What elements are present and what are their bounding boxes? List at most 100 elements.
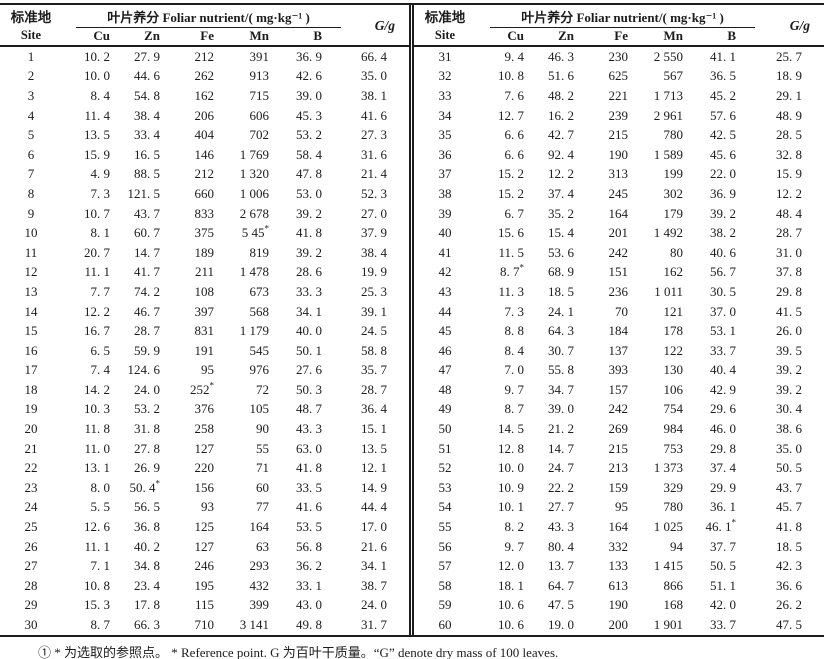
value-cell: 1 415 [653,558,683,574]
table-body: 1 10. 2 27. 9 212 391 36. 9 66. 4 2 10. 0 44. 6 26… [0,47,409,635]
value-cell: 122 [663,342,684,358]
value-cell: 56. 5 [134,499,160,515]
table-row: 25 12. 6 36. 8 125 164 53. 5 17. 0 [0,517,409,537]
value-cell: 16. 5 [134,146,160,162]
value-cell: 57. 6 [710,107,736,123]
value-cell: 95 [615,499,628,515]
value-cell: 24. 5 [361,323,387,339]
value-cell: 32. 8 [776,146,802,162]
value-cell: 95 [201,362,214,378]
reference-point-marker: * [209,380,215,391]
value-cell: 50. 5 [710,558,736,574]
value-cell: 293 [249,558,270,574]
value-cell: 20. 7 [84,244,110,260]
site-cell: 16 [24,342,38,358]
value-cell: 27. 0 [361,205,387,221]
value-cell: 1 589 [653,146,683,162]
value-cell: 66. 3 [134,617,160,633]
table-row: 55 8. 2 43. 3 164 1 025 46. 1* 41. 8 [414,517,824,537]
site-cell: 59 [438,597,452,613]
value-cell: 26. 0 [776,323,802,339]
value-cell: 6. 6 [504,127,525,143]
value-cell: 46. 0 [710,421,736,437]
value-cell: 11. 0 [84,440,110,456]
table-row: 51 12. 8 14. 7 215 753 29. 8 35. 0 [414,439,824,459]
value-cell: 50. 1 [296,342,322,358]
site-cell: 37 [438,166,452,182]
value-cell: 24. 0 [361,597,387,613]
table-row: 11 20. 7 14. 7 189 819 39. 2 38. 4 [0,243,409,263]
site-cell: 30 [24,617,38,633]
value-cell: 31. 0 [776,244,802,260]
site-cell: 6 [27,146,35,162]
nutrient-subcolumns: Cu Zn Fe Mn B [476,28,739,47]
value-cell: 164 [608,519,629,535]
value-cell: 7. 3 [90,185,111,201]
site-cell: 50 [438,421,452,437]
value-cell: 22. 0 [710,166,736,182]
nutrient-columns-header: 叶片养分 Foliar nutrient/( mg·kg⁻¹ ) Cu Zn F… [62,5,341,47]
value-cell: 48. 2 [548,87,574,103]
value-cell: 31. 6 [361,146,387,162]
value-cell: 1 006 [239,185,269,201]
reference-point-marker: * [519,263,525,273]
value-cell: 7. 3 [504,303,525,319]
site-cell: 46 [438,342,452,358]
value-cell: 88. 5 [134,166,160,182]
table-row: 44 7. 3 24. 1 70 121 37. 0 41. 5 [414,302,824,322]
tables-container: 标准地 Site 叶片养分 Foliar nutrient/( mg·kg⁻¹ … [0,3,824,637]
value-cell: 17. 0 [361,519,387,535]
site-cell: 29 [24,597,38,613]
value-cell: 43. 7 [776,479,802,495]
column-header-mn: Mn [249,28,270,43]
value-cell: 4. 9 [90,166,111,182]
value-cell: 5. 5 [90,499,111,515]
table-row: 27 7. 1 34. 8 246 293 36. 2 34. 1 [0,556,409,576]
value-cell: 7. 7 [90,283,111,299]
value-cell: 44. 6 [134,68,160,84]
site-cell: 52 [438,460,452,476]
value-cell: 38. 6 [776,421,802,437]
value-cell: 189 [194,244,215,260]
value-cell: 2 550 [653,48,683,64]
value-cell: 64. 7 [548,577,574,593]
site-cell: 24 [24,499,38,515]
site-cell: 25 [24,519,38,535]
value-cell: 56. 7 [710,264,736,280]
value-cell: 8. 2 [504,519,525,535]
reference-point-marker: * [264,223,270,234]
site-cell: 21 [24,440,38,456]
value-cell: 8. 1 [90,225,111,241]
value-cell: 37. 0 [710,303,736,319]
value-cell: 127 [194,538,215,554]
value-cell: 252* [190,380,215,397]
value-cell: 11. 1 [84,264,110,280]
value-cell: 184 [608,323,629,339]
value-cell: 23. 4 [134,577,160,593]
value-cell: 27. 7 [548,499,574,515]
site-cell: 14 [24,303,38,319]
value-cell: 1 025 [653,519,683,535]
table-row: 28 10. 8 23. 4 195 432 33. 1 38. 7 [0,576,409,596]
value-cell: 40. 0 [296,323,322,339]
value-cell: 10. 6 [498,597,524,613]
value-cell: 33. 3 [296,283,322,299]
value-cell: 212 [194,48,215,64]
table-row: 35 6. 6 42. 7 215 780 42. 5 28. 5 [414,125,824,145]
value-cell: 15. 9 [84,146,110,162]
right-table: 标准地 Site 叶片养分 Foliar nutrient/( mg·kg⁻¹ … [409,5,824,635]
value-cell: 41. 5 [776,303,802,319]
value-cell: 25. 3 [361,283,387,299]
value-cell: 127 [194,440,215,456]
value-cell: 710 [194,617,215,633]
site-cell: 48 [438,381,452,397]
site-cell: 12 [24,264,38,280]
value-cell: 41. 1 [710,48,736,64]
value-cell: 24. 7 [548,460,574,476]
value-cell: 313 [608,166,629,182]
value-cell: 11. 5 [498,244,524,260]
column-header-zn: Zn [144,28,160,43]
value-cell: 33. 5 [296,479,322,495]
value-cell: 12. 2 [84,303,110,319]
value-cell: 125 [194,519,215,535]
